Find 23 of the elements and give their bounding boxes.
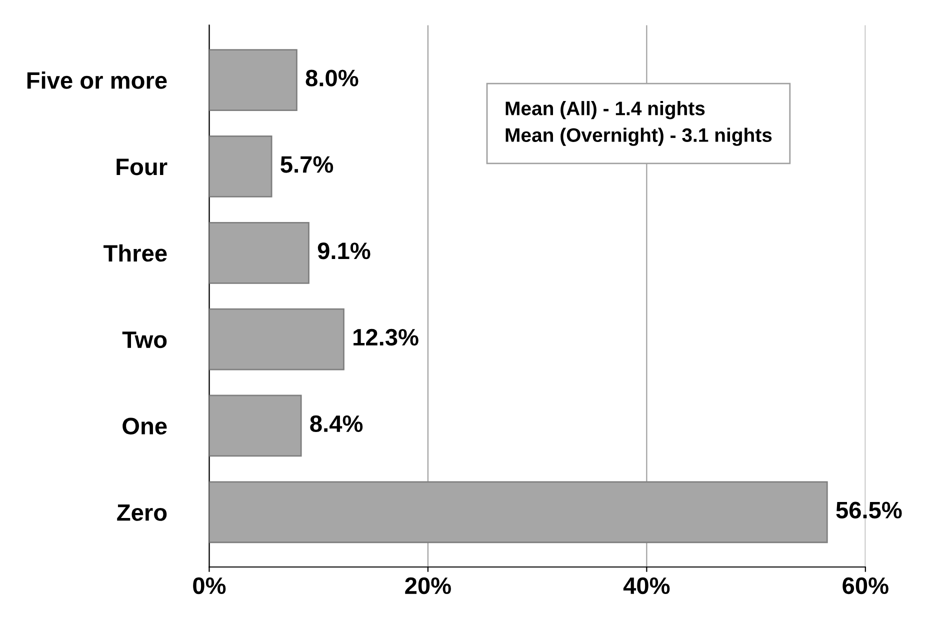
y-tick-label: Four <box>116 158 168 176</box>
bar <box>209 222 310 284</box>
y-tick-label: Zero <box>117 504 167 521</box>
data-label: 12.3% <box>354 328 418 346</box>
x-tick-label: 60% <box>842 577 888 594</box>
annotation: Mean (All) - 1.4 nights <box>506 101 705 120</box>
annotation: Mean (Overnight) - 3.1 nights <box>506 128 772 146</box>
data-label: 9.1% <box>318 242 370 260</box>
y-tick-label: One <box>122 418 167 435</box>
data-label: 8.4% <box>310 415 363 432</box>
y-tick-label: Five or more <box>27 72 167 89</box>
x-tick-label: 0% <box>193 577 226 594</box>
y-tick-label: Three <box>104 244 167 262</box>
data-label: 8.0% <box>306 70 358 86</box>
bar <box>209 49 298 112</box>
y-tick-label: Two <box>122 332 167 348</box>
bar <box>209 136 272 198</box>
x-tick-label: 20% <box>405 577 451 594</box>
bar <box>209 308 344 370</box>
x-tick-label: 40% <box>623 577 670 594</box>
data-label: 5.7% <box>280 156 334 173</box>
bar <box>209 394 302 457</box>
data-label: 56.5% <box>836 502 902 518</box>
